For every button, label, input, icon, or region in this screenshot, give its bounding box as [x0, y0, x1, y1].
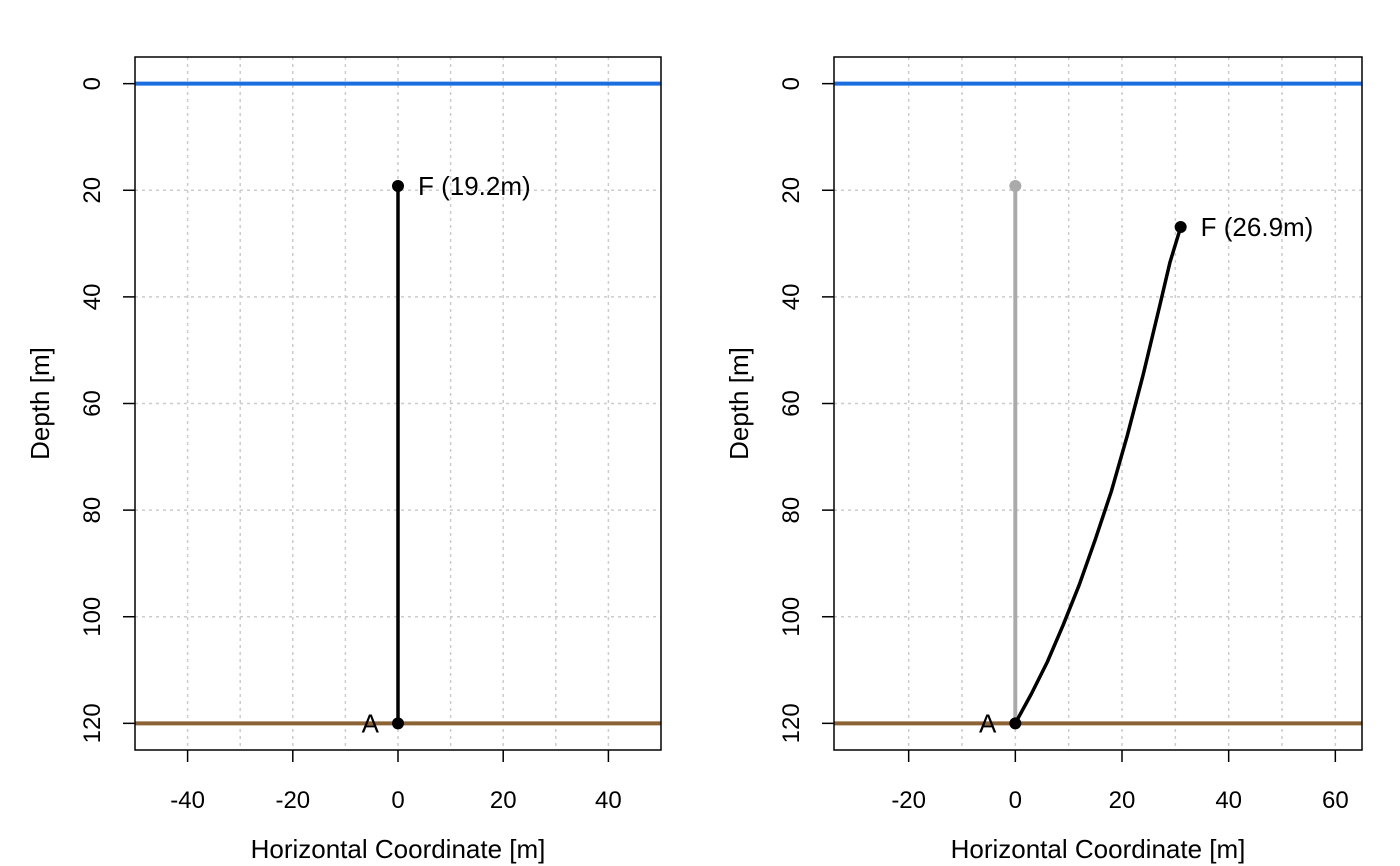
- plot-area: [834, 57, 1362, 750]
- y-tick-label: 80: [79, 497, 106, 524]
- float-point: [1174, 221, 1187, 234]
- x-tick-label: 40: [595, 787, 622, 814]
- y-tick-label: 100: [778, 597, 805, 637]
- x-tick-label: 60: [1322, 787, 1349, 814]
- y-axis-title: Depth [m]: [25, 347, 55, 460]
- anchor-label: A: [362, 708, 380, 738]
- x-tick-label: 20: [1109, 787, 1136, 814]
- anchor-point: [392, 717, 404, 730]
- y-tick-label: 100: [79, 597, 106, 637]
- original-float-point: [1009, 180, 1022, 193]
- y-tick-label: 60: [778, 390, 805, 417]
- x-axis-title: Horizontal Coordinate [m]: [951, 834, 1246, 864]
- y-tick-label: 20: [778, 177, 805, 204]
- right-panel: F (26.9m) A -20 0 20 40 60 0 20 40 60 80 100 120 Horiz…: [724, 56, 1363, 864]
- anchor-point: [1009, 717, 1022, 730]
- y-tick-label: 120: [79, 703, 106, 743]
- y-tick-label: 0: [79, 77, 106, 90]
- y-tick-label: 120: [778, 703, 805, 743]
- x-axis-title: Horizontal Coordinate [m]: [251, 834, 546, 864]
- x-tick-label: -20: [275, 787, 310, 814]
- y-tick-label: 0: [778, 77, 805, 90]
- x-tick-label: 40: [1215, 787, 1242, 814]
- y-tick-label: 60: [79, 390, 106, 417]
- y-tick-label: 20: [79, 177, 106, 204]
- x-tick-label: -20: [891, 787, 926, 814]
- float-label: F (26.9m): [1201, 212, 1314, 242]
- left-panel: F (19.2m) A -40 -20 0 20 40 0 20 40 60 80 100 120 Hori…: [25, 56, 662, 864]
- float-label: F (19.2m): [418, 171, 531, 201]
- y-axis-title: Depth [m]: [724, 347, 754, 460]
- float-point: [392, 180, 404, 193]
- y-tick-label: 40: [778, 284, 805, 311]
- x-tick-label: -40: [170, 787, 205, 814]
- x-tick-label: 0: [391, 787, 404, 814]
- y-tick-label: 40: [79, 284, 106, 311]
- plot-area: [135, 57, 661, 750]
- y-tick-label: 80: [778, 497, 805, 524]
- mooring-line: [1013, 226, 1183, 725]
- x-tick-label: 0: [1009, 787, 1022, 814]
- anchor-label: A: [979, 708, 997, 738]
- x-tick-label: 20: [490, 787, 517, 814]
